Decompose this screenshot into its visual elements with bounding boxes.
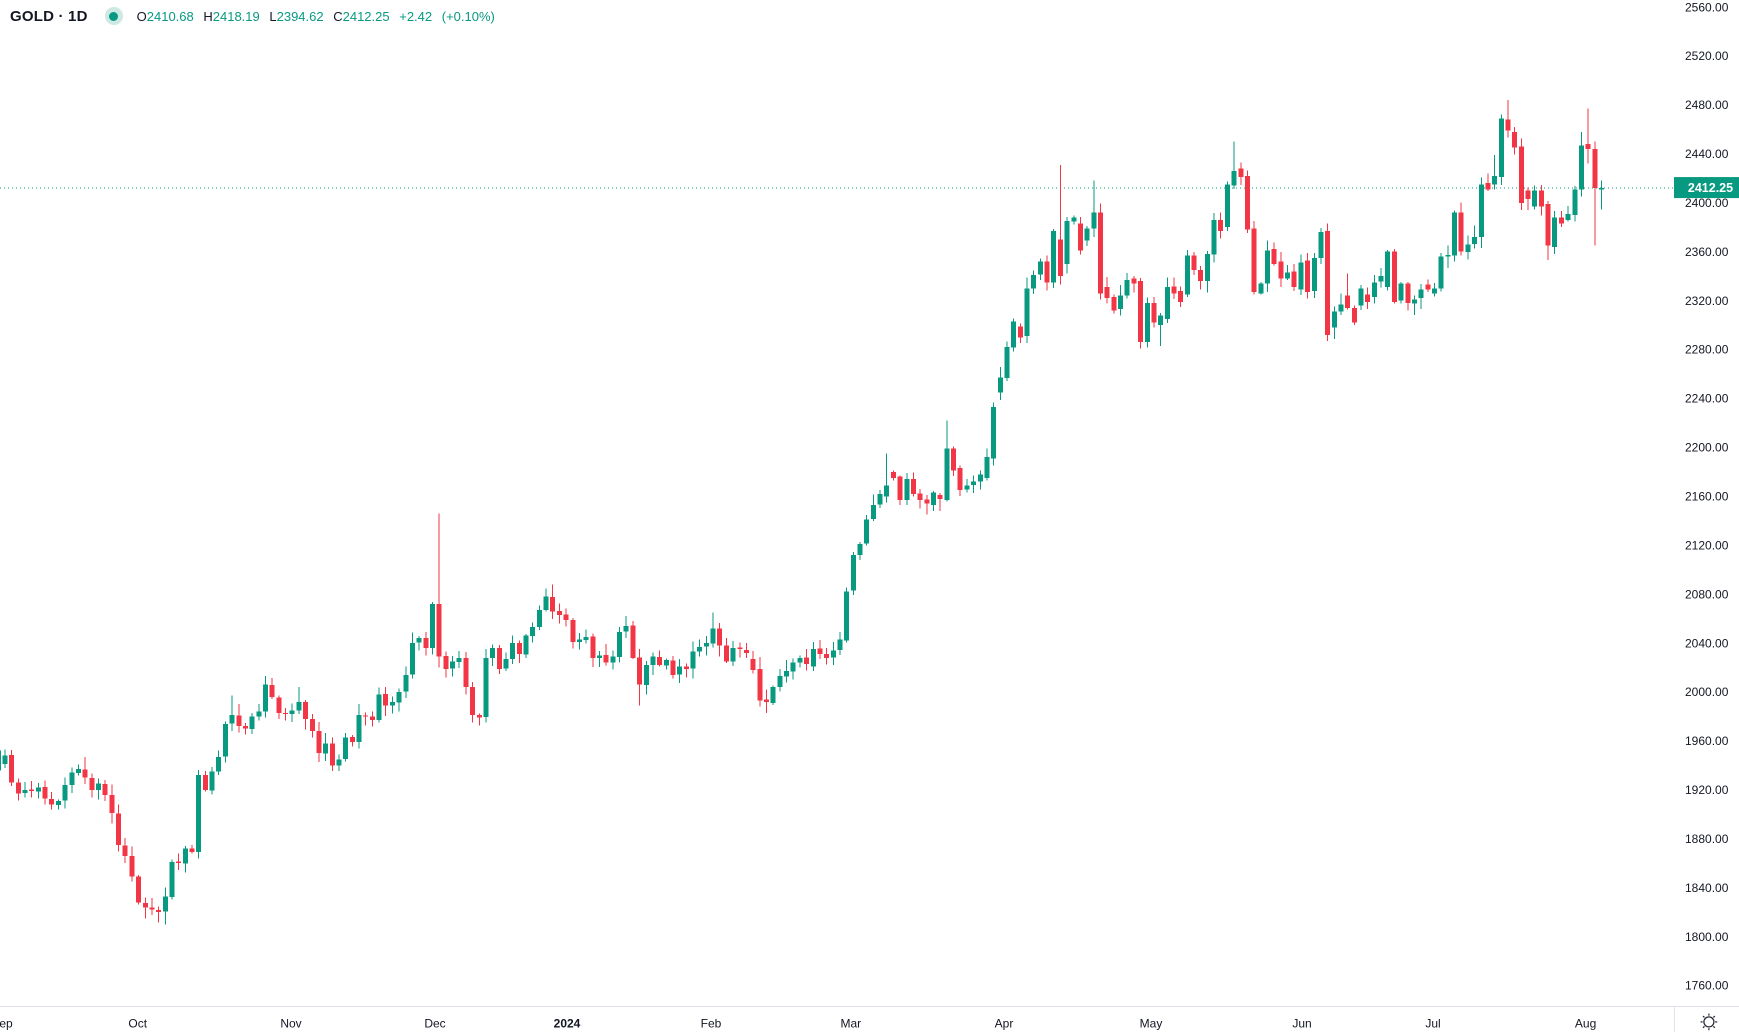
svg-text:2520.00: 2520.00 [1685,49,1729,63]
svg-text:Dec: Dec [424,1016,445,1030]
svg-text:2080.00: 2080.00 [1685,587,1729,601]
svg-text:2320.00: 2320.00 [1685,294,1729,308]
svg-text:Jul: Jul [1425,1016,1440,1030]
svg-text:2280.00: 2280.00 [1685,343,1729,357]
svg-text:2040.00: 2040.00 [1685,636,1729,650]
svg-text:1800.00: 1800.00 [1685,930,1729,944]
svg-text:1840.00: 1840.00 [1685,881,1729,895]
svg-text:2400.00: 2400.00 [1685,196,1729,210]
svg-text:Nov: Nov [280,1016,301,1030]
svg-text:May: May [1140,1016,1163,1030]
svg-text:1880.00: 1880.00 [1685,832,1729,846]
svg-text:Feb: Feb [701,1016,722,1030]
svg-text:Apr: Apr [995,1016,1014,1030]
svg-text:1960.00: 1960.00 [1685,734,1729,748]
svg-text:2440.00: 2440.00 [1685,147,1729,161]
svg-text:Jun: Jun [1292,1016,1311,1030]
svg-text:2024: 2024 [554,1016,581,1030]
svg-text:1920.00: 1920.00 [1685,783,1729,797]
svg-text:1760.00: 1760.00 [1685,979,1729,993]
svg-text:2560.00: 2560.00 [1685,0,1729,14]
svg-text:2480.00: 2480.00 [1685,98,1729,112]
svg-text:Mar: Mar [840,1016,861,1030]
svg-text:Sep: Sep [0,1016,13,1030]
svg-text:2200.00: 2200.00 [1685,441,1729,455]
svg-text:2000.00: 2000.00 [1685,685,1729,699]
svg-text:2240.00: 2240.00 [1685,392,1729,406]
svg-text:2120.00: 2120.00 [1685,538,1729,552]
svg-text:2412.25: 2412.25 [1688,181,1733,195]
svg-text:Aug: Aug [1575,1016,1596,1030]
svg-text:2360.00: 2360.00 [1685,245,1729,259]
svg-text:Oct: Oct [128,1016,147,1030]
svg-text:2160.00: 2160.00 [1685,490,1729,504]
